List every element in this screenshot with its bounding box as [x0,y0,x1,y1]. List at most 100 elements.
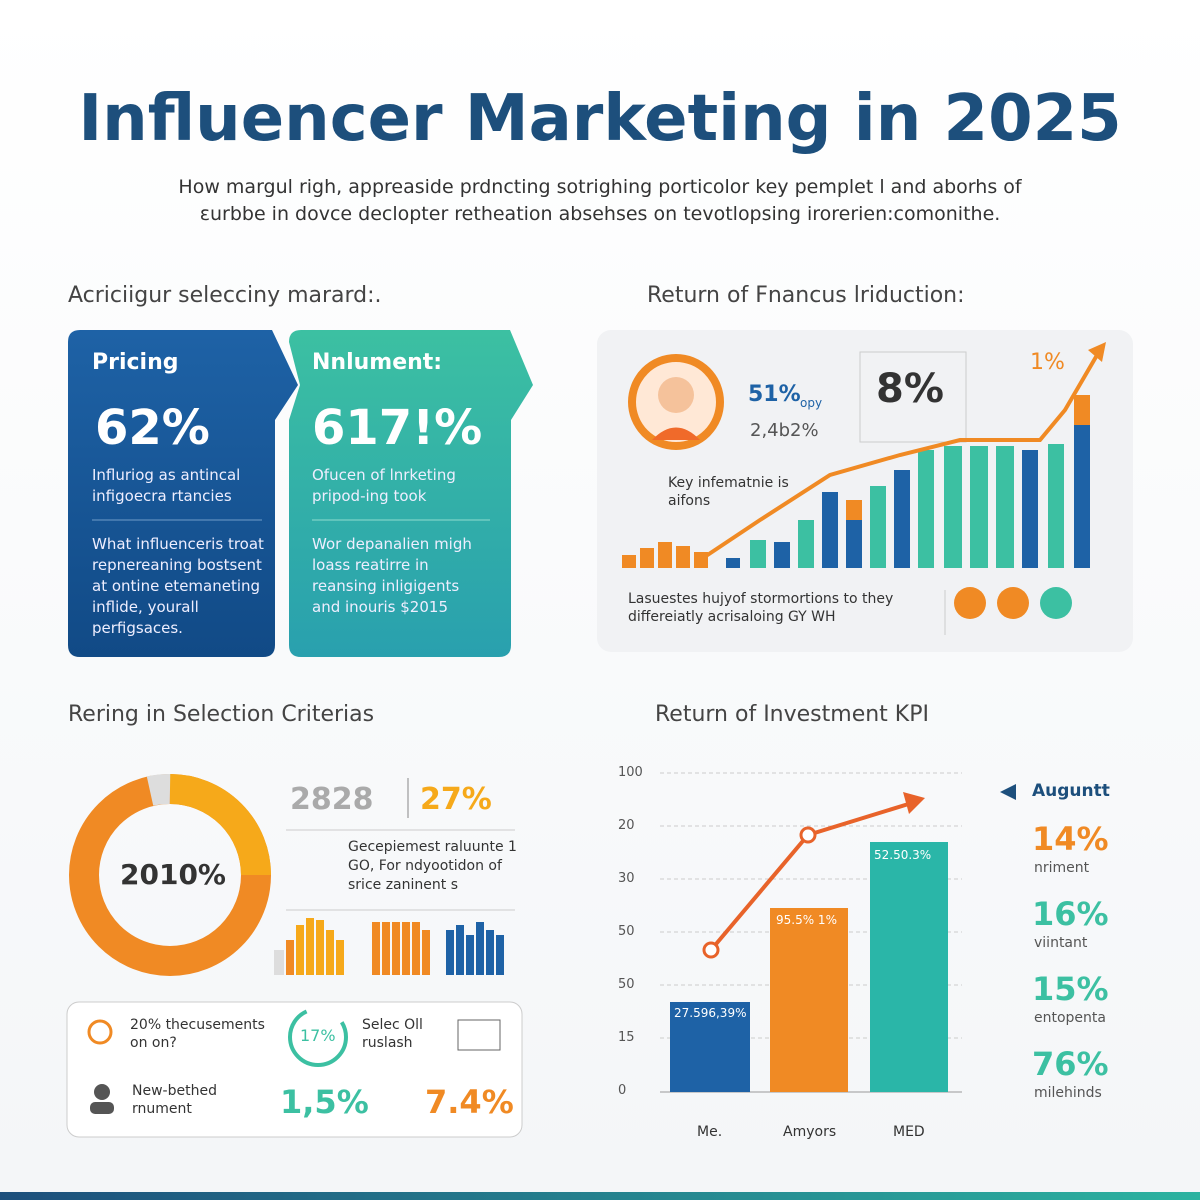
shape [676,546,690,568]
shape [822,492,838,568]
y-label: 50 [618,977,635,992]
shape [446,930,454,975]
ring [288,1007,348,1067]
shape [1022,450,1038,568]
item: Selec Oll ruslash [362,1017,423,1051]
shape [336,940,344,975]
bar [670,1002,750,1092]
avatar-face [658,377,694,413]
shape [412,922,420,975]
card-text: Influriog as antincal infigoecra rtancie… [92,466,241,505]
y-label: 20 [618,818,635,833]
description: Gecepiemest raluunte 1 GO, For ndyootido… [348,839,517,893]
kpi-value: 14% [1032,820,1109,858]
shape [726,558,740,568]
shape [372,922,380,975]
card-value: 62% [95,400,210,456]
shape [750,540,766,568]
point [799,826,817,844]
stat: 1,5% [280,1083,369,1121]
shape [274,950,284,975]
kpi-value: 15% [1032,970,1109,1008]
shape [326,930,334,975]
stat: 27% [420,782,492,817]
shape [286,940,294,975]
shape [496,935,504,975]
shape [1074,395,1090,425]
subtitle: ɛurbbe in dovce declopter retheation abs… [199,203,1001,225]
note: Key infematnie is aifons [668,475,789,509]
card-blue [68,330,298,657]
stat-note: opy [800,396,823,410]
decor-bars [622,342,1106,635]
shape [1074,395,1090,568]
shape [996,446,1014,568]
shape [894,470,910,568]
heading: Rering in Selection Criterias [68,702,375,727]
icon [1000,784,1016,800]
shape [640,548,654,568]
shape [918,450,934,568]
icon [90,1102,114,1114]
x-label: Amyors [783,1124,837,1140]
icon [87,1019,113,1045]
stat: 7.4% [425,1083,514,1121]
card-teal [289,330,533,657]
y-label: 0 [618,1083,627,1098]
panel-footer: Lasuestes hujyof stormortions to they di… [628,591,894,625]
shape [402,922,410,975]
kpi-label: milehinds [1034,1085,1102,1101]
x-label: Me. [697,1124,723,1140]
box [859,351,967,443]
shape [1040,587,1072,619]
legend-title: Auguntt [1032,781,1110,801]
shape [698,348,1102,562]
footer-stripe [0,1192,1200,1200]
decor-bars [274,918,504,975]
x-label: MED [893,1124,925,1140]
bar [870,842,948,1092]
shape [997,587,1029,619]
shape [392,922,400,975]
shape [456,925,464,975]
shape [798,520,814,568]
donut-label: 2010% [120,858,226,891]
card-text: Ofucen of lnrketing pripod-ing took [312,466,456,505]
shape [466,935,474,975]
shape [846,500,862,520]
stat: 2828 [290,782,374,817]
stat-small: 2,4b2% [750,420,819,441]
ring-label: 17% [300,1026,336,1045]
corner-stat: 1% [1030,350,1065,375]
arrow-head [903,792,925,814]
y-label: 15 [618,1030,635,1045]
shape [486,930,494,975]
shape [1048,444,1064,568]
y-label: 30 [618,871,635,886]
card-title: Nnlument: [312,350,443,375]
subtitle: How margul righ, appreaside prdncting so… [178,176,1022,198]
icon [457,1019,501,1051]
bar-label: 27.596,39% [674,1006,747,1020]
big-stat: 8% [876,366,944,412]
heading: Return of Investment KPI [655,702,929,727]
shape [774,542,790,568]
shape [870,486,886,568]
donut-gap [146,774,171,806]
item: New-bethed rnument [132,1083,217,1117]
panel [597,330,1133,652]
shape [954,587,986,619]
heading: Acriciigur selecciny marard:. [68,283,382,308]
kpi-value: 76% [1032,1045,1109,1083]
shape [476,922,484,975]
stat: 51% [748,382,801,407]
card-title: Pricing [92,350,179,375]
shape [382,922,390,975]
item: 20% thecusements on on? [130,1017,265,1051]
shape [622,555,636,568]
shape [296,925,304,975]
card-body: What influenceris troat repnereaning bos… [92,535,264,637]
shape [658,542,672,568]
